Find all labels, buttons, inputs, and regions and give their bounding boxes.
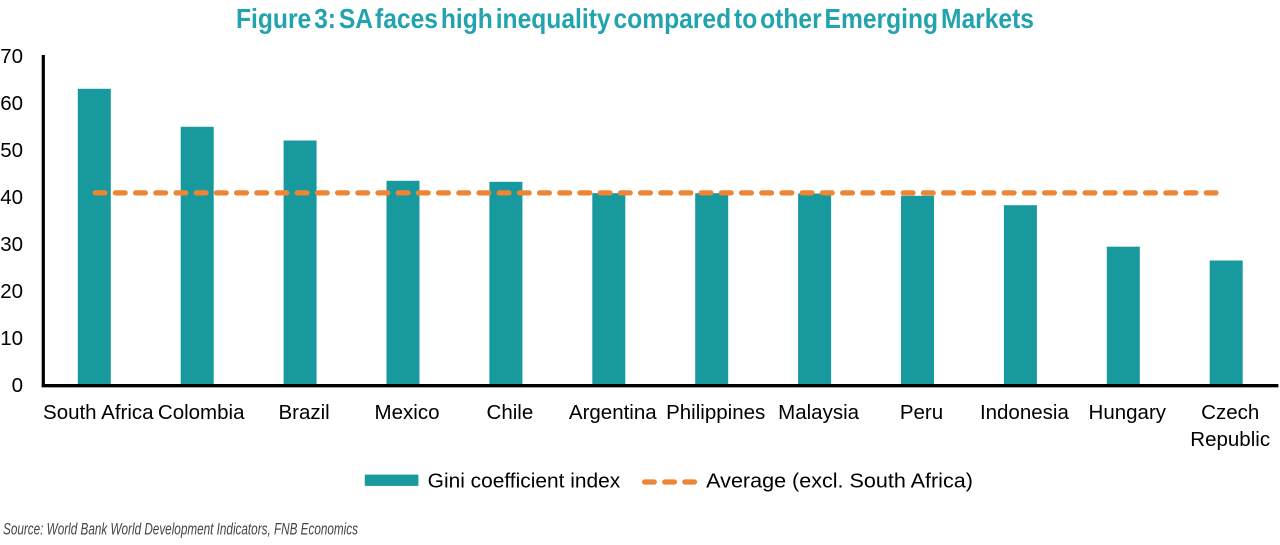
svg-text:Mexico: Mexico	[375, 401, 440, 424]
svg-text:Source: World Bank World Devel: Source: World Bank World Development Ind…	[3, 520, 358, 538]
svg-text:Indonesia: Indonesia	[980, 401, 1070, 424]
svg-text:Colombia: Colombia	[158, 401, 245, 424]
svg-text:Figure 3: SA faces high inequa: Figure 3: SA faces high inequality compa…	[236, 3, 1034, 34]
svg-text:Brazil: Brazil	[278, 401, 329, 424]
svg-text:Average (excl. South Africa): Average (excl. South Africa)	[706, 469, 973, 492]
svg-text:10: 10	[0, 327, 23, 350]
svg-text:0: 0	[12, 374, 23, 397]
svg-text:Malaysia: Malaysia	[778, 401, 859, 424]
svg-text:30: 30	[0, 233, 23, 256]
svg-text:Argentina: Argentina	[569, 401, 657, 424]
svg-text:20: 20	[0, 280, 23, 303]
svg-text:Gini coefficient index: Gini coefficient index	[428, 469, 621, 492]
svg-text:70: 70	[0, 45, 23, 68]
svg-text:40: 40	[0, 186, 23, 209]
svg-text:Chile: Chile	[487, 401, 534, 424]
svg-text:Hungary: Hungary	[1089, 401, 1167, 424]
svg-text:Philippines: Philippines	[666, 401, 765, 424]
svg-text:50: 50	[0, 139, 23, 162]
svg-text:Czech: Czech	[1201, 401, 1259, 424]
svg-text:60: 60	[0, 92, 23, 115]
svg-text:Peru: Peru	[900, 401, 943, 424]
svg-text:Republic: Republic	[1190, 428, 1270, 451]
svg-text:South Africa: South Africa	[43, 401, 154, 424]
